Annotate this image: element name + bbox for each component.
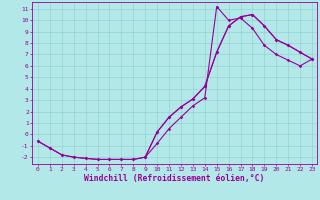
X-axis label: Windchill (Refroidissement éolien,°C): Windchill (Refroidissement éolien,°C)	[84, 174, 265, 183]
